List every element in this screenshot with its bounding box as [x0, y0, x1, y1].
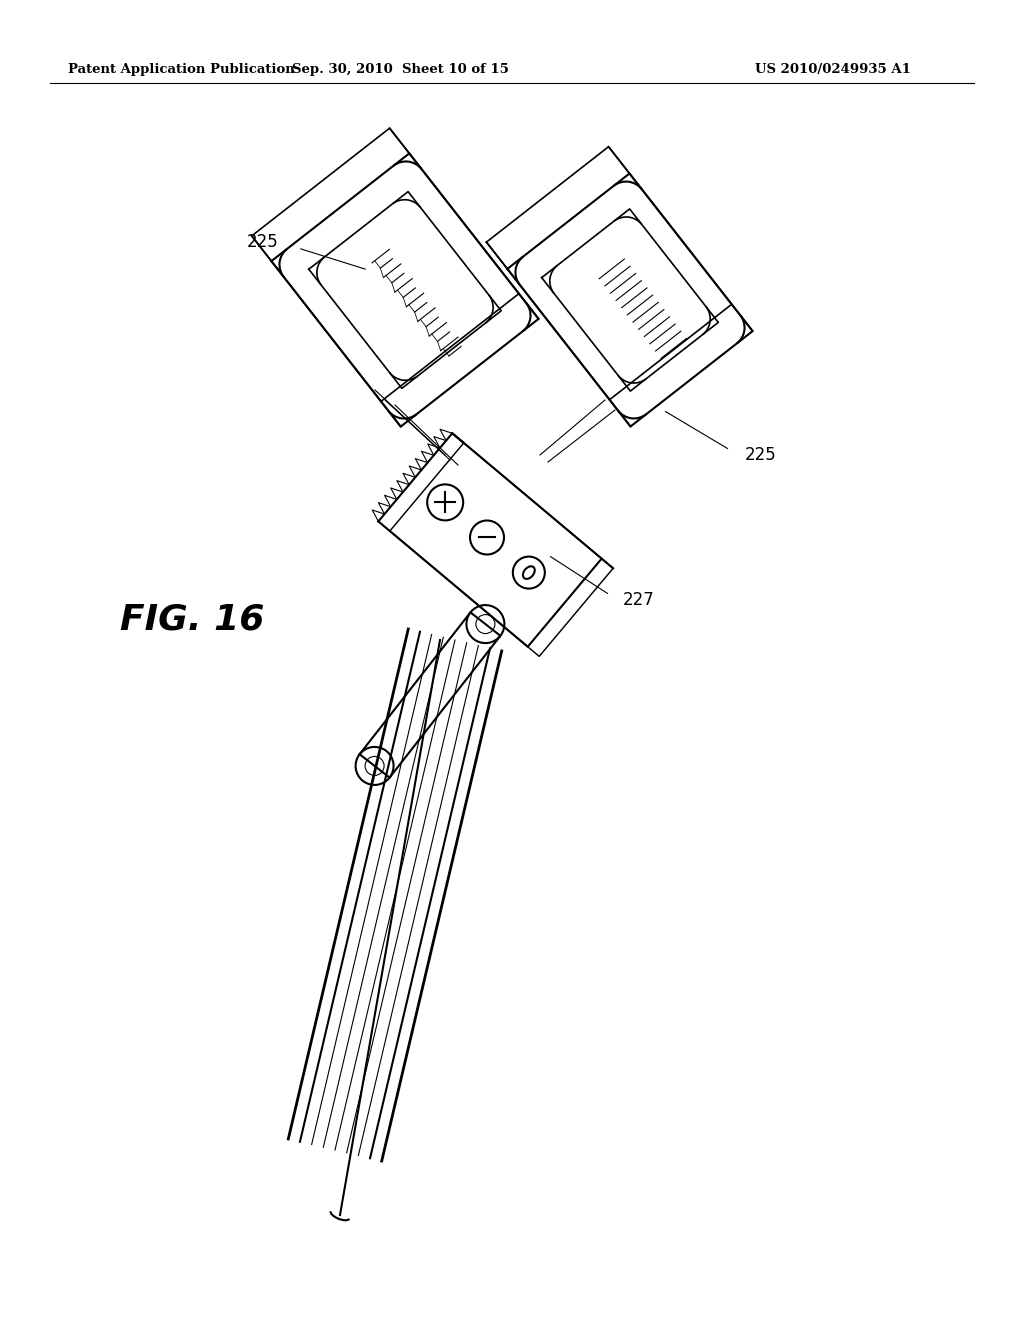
Text: US 2010/0249935 A1: US 2010/0249935 A1 [755, 63, 911, 77]
Text: FIG. 16: FIG. 16 [120, 603, 264, 638]
Text: 227: 227 [623, 591, 654, 609]
Text: 225: 225 [745, 446, 777, 465]
Text: Sep. 30, 2010  Sheet 10 of 15: Sep. 30, 2010 Sheet 10 of 15 [292, 63, 509, 77]
Text: Patent Application Publication: Patent Application Publication [68, 63, 295, 77]
Text: 225: 225 [246, 234, 278, 251]
